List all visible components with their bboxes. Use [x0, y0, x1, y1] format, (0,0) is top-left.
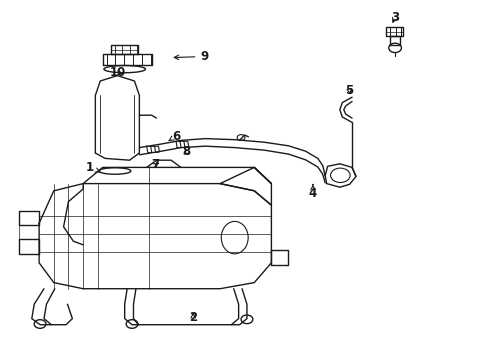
Text: 3: 3 [390, 11, 398, 24]
Text: 9: 9 [174, 50, 208, 63]
Text: 6: 6 [168, 130, 180, 143]
Text: 2: 2 [189, 311, 197, 324]
Text: 7: 7 [151, 158, 159, 171]
Text: 10: 10 [109, 66, 125, 79]
Text: 4: 4 [308, 184, 316, 200]
Text: 1: 1 [85, 161, 100, 174]
Text: 8: 8 [183, 145, 190, 158]
Text: 5: 5 [345, 84, 353, 97]
